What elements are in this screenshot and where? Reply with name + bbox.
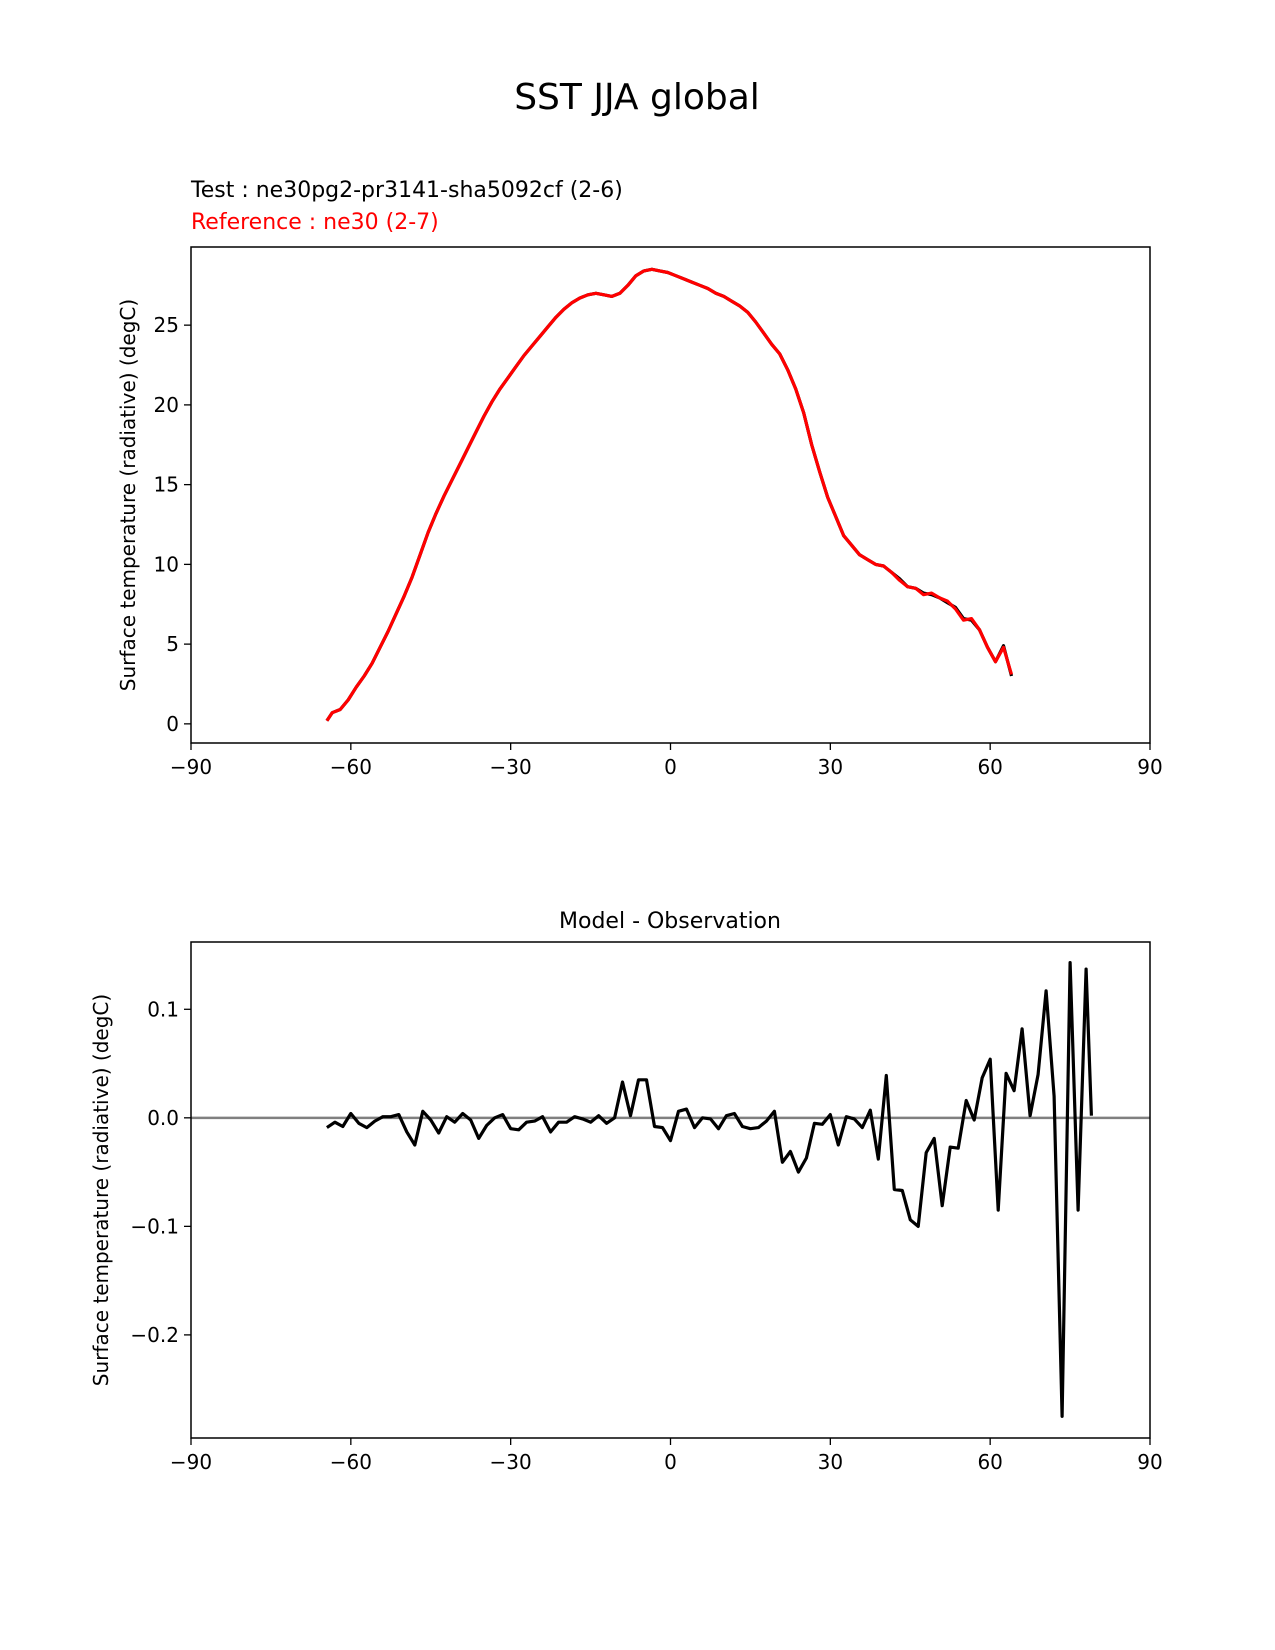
y-tick-label: 20 (154, 393, 179, 417)
x-tick-label: 90 (1137, 1450, 1162, 1474)
top-plot-frame (190, 246, 1151, 744)
x-tick-label: 0 (664, 1450, 677, 1474)
bottom-plot-frame (190, 941, 1151, 1439)
y-tick-label: 0 (166, 712, 179, 736)
series-line-difference (326, 960, 1093, 1418)
bottom-plot-lines (191, 960, 1150, 1418)
x-tick-label: 30 (818, 755, 843, 779)
test-label: Test : ne30pg2-pr3141-sha5092cf (2-6) (190, 178, 623, 203)
y-tick-label: 10 (154, 552, 179, 576)
figure-title: SST JJA global (514, 77, 760, 118)
y-tick-label: 5 (166, 632, 179, 656)
x-tick-label: −60 (330, 1450, 372, 1474)
x-tick-label: 60 (977, 755, 1002, 779)
x-tick-label: −30 (490, 1450, 532, 1474)
y-tick-label: −0.1 (130, 1214, 179, 1238)
y-tick-label: 15 (154, 473, 179, 497)
bottom-y-axis-label: Surface temperature (radiative) (degC) (89, 994, 113, 1386)
y-tick-label: 0.0 (147, 1106, 179, 1130)
reference-label: Reference : ne30 (2-7) (191, 210, 439, 235)
x-tick-label: −60 (330, 755, 372, 779)
x-tick-label: 90 (1137, 755, 1162, 779)
x-tick-label: −30 (490, 755, 532, 779)
bottom-plot-title: Model - Observation (559, 909, 781, 934)
bottom-plot-ticks: −90 −60 −30 0 30 60 90 0.1 0.0 −0.1 −0.2 (130, 997, 1162, 1474)
x-tick-label: −90 (170, 1450, 212, 1474)
x-tick-label: 60 (977, 1450, 1002, 1474)
bottom-panel: Model - Observation −90 −60 −30 0 30 60 90 0.1 0… (89, 909, 1163, 1474)
top-y-axis-label: Surface temperature (radiative) (degC) (116, 299, 140, 691)
y-tick-label: 25 (154, 313, 179, 337)
top-plot-lines (325, 267, 1014, 722)
top-panel: Test : ne30pg2-pr3141-sha5092cf (2-6) Re… (116, 178, 1163, 779)
top-plot-ticks: −90 −60 −30 0 30 60 90 0 5 10 15 20 25 (154, 313, 1163, 779)
series-line-reference (325, 267, 1014, 722)
x-tick-label: 30 (818, 1450, 843, 1474)
y-tick-label: −0.2 (130, 1323, 179, 1347)
x-tick-label: 0 (664, 755, 677, 779)
y-tick-label: 0.1 (147, 997, 179, 1021)
x-tick-label: −90 (170, 755, 212, 779)
